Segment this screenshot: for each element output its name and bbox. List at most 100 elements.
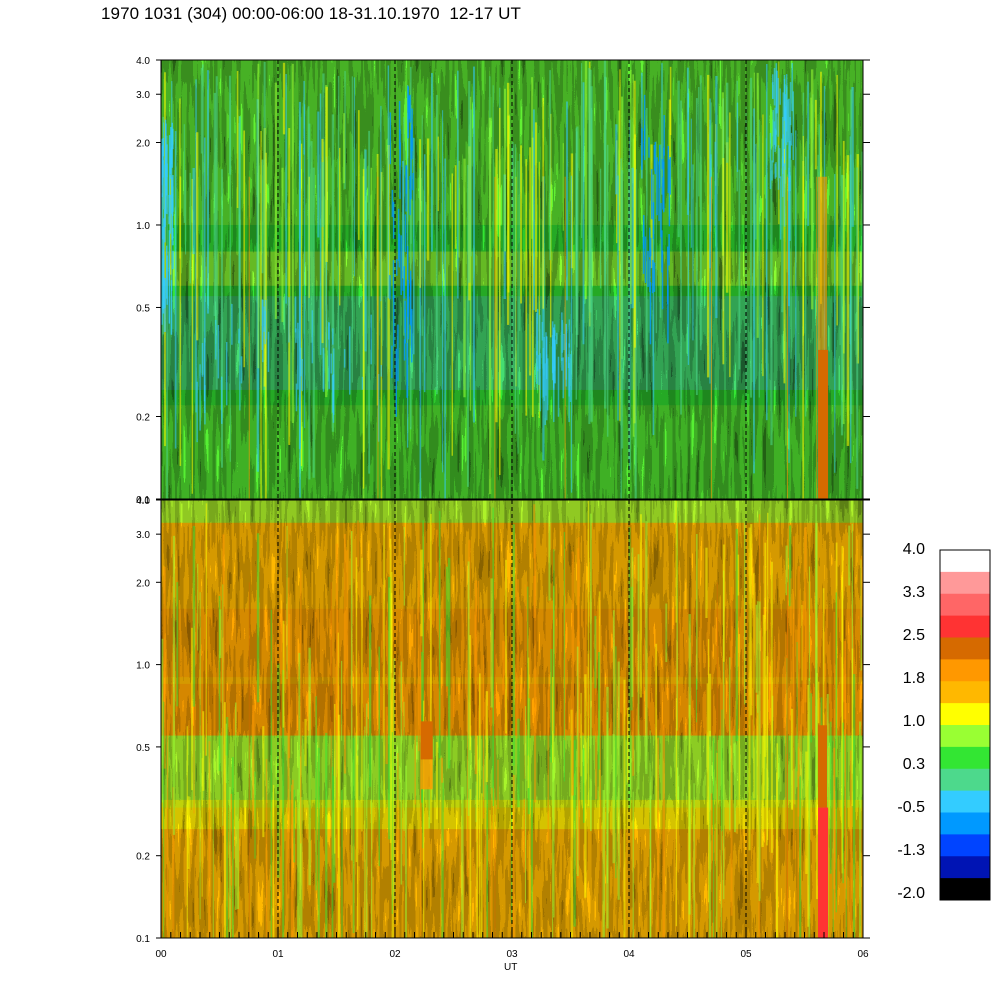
upper-streak xyxy=(781,138,784,313)
upper-streak xyxy=(166,135,168,499)
lower-streak xyxy=(338,714,341,938)
lower-streak xyxy=(486,785,489,938)
upper-streak xyxy=(725,142,729,293)
upper-blue-patch xyxy=(772,110,775,163)
lower-streak xyxy=(710,793,713,835)
lower-streak xyxy=(304,718,307,767)
upper-streak xyxy=(630,69,632,305)
y-tick-label: 3.0 xyxy=(136,530,150,541)
upper-streak xyxy=(584,61,588,300)
upper-blue-patch xyxy=(196,381,198,443)
lower-streak xyxy=(441,782,444,938)
upper-blue-patch xyxy=(569,354,572,402)
upper-blue-patch xyxy=(231,304,233,345)
upper-streak xyxy=(164,72,166,447)
lower-streak xyxy=(447,557,451,769)
upper-streak xyxy=(281,167,284,323)
lower-streak xyxy=(639,514,642,698)
lower-streak xyxy=(282,620,285,728)
upper-streak xyxy=(337,75,340,350)
lower-streak xyxy=(390,571,393,861)
upper-streak xyxy=(321,138,324,344)
upper-streak xyxy=(409,66,412,430)
upper-streak xyxy=(680,100,682,415)
upper-streak xyxy=(191,178,193,494)
lower-streak xyxy=(286,525,288,679)
upper-streak xyxy=(192,167,195,255)
upper-streak xyxy=(291,63,294,424)
upper-blue-patch xyxy=(407,279,410,340)
upper-blue-patch xyxy=(301,358,303,392)
lower-streak xyxy=(735,528,738,742)
lower-streak xyxy=(482,655,485,819)
upper-orange-line xyxy=(564,176,566,499)
upper-blue-patch xyxy=(663,147,665,192)
lower-streak xyxy=(163,701,165,938)
upper-blue-patch xyxy=(553,327,555,388)
colorbar-swatch xyxy=(940,615,990,638)
upper-streak xyxy=(457,70,459,299)
lower-streak xyxy=(550,649,553,763)
lower-streak xyxy=(552,730,554,938)
lower-streak xyxy=(230,793,233,886)
upper-blue-patch xyxy=(393,294,395,347)
lower-streak xyxy=(665,603,668,663)
upper-blue-patch xyxy=(164,164,166,228)
lower-streak xyxy=(552,677,554,763)
upper-blue-patch xyxy=(392,201,395,239)
lower-streak xyxy=(523,798,526,873)
lower-streak xyxy=(790,708,794,810)
upper-streak xyxy=(706,74,710,378)
lower-streak xyxy=(491,788,493,938)
colorbar-swatch xyxy=(940,834,990,857)
upper-blue-patch xyxy=(668,234,670,266)
x-tick-label: 02 xyxy=(389,949,401,960)
upper-streak xyxy=(588,67,591,424)
upper-streak xyxy=(517,160,519,454)
upper-blue-patch xyxy=(782,134,785,167)
upper-blue-patch xyxy=(788,171,791,183)
upper-streak xyxy=(851,87,854,227)
upper-blue-patch xyxy=(661,159,664,170)
lower-streak xyxy=(730,586,733,916)
upper-blue-patch xyxy=(773,67,776,106)
lower-streak xyxy=(378,646,381,867)
upper-blue-patch xyxy=(538,314,541,369)
upper-bright-feature xyxy=(818,176,828,350)
upper-blue-patch xyxy=(777,78,779,137)
upper-blue-patch xyxy=(771,160,773,181)
upper-streak xyxy=(842,175,845,425)
upper-blue-patch xyxy=(330,353,332,374)
upper-blue-patch xyxy=(267,331,270,372)
upper-streak xyxy=(529,147,532,376)
upper-blue-patch xyxy=(332,328,334,345)
upper-streak xyxy=(566,101,568,301)
lower-streak xyxy=(420,549,423,637)
upper-streak xyxy=(725,82,729,163)
upper-streak xyxy=(520,145,523,304)
upper-blue-patch xyxy=(162,226,164,240)
lower-streak xyxy=(799,776,802,938)
lower-streak xyxy=(738,634,741,824)
lower-streak xyxy=(371,748,373,938)
upper-streak xyxy=(426,138,430,261)
lower-streak xyxy=(815,523,818,798)
colorbar-swatch xyxy=(940,681,990,704)
upper-blue-patch xyxy=(561,357,563,371)
upper-blue-patch xyxy=(399,142,401,166)
upper-streak xyxy=(692,164,694,341)
lower-streak xyxy=(598,652,601,770)
lower-streak xyxy=(706,683,709,825)
upper-streak xyxy=(652,174,655,436)
upper-blue-patch xyxy=(166,144,168,215)
upper-streak xyxy=(661,63,663,195)
upper-streak xyxy=(303,80,305,155)
colorbar-swatch xyxy=(940,550,990,573)
lower-streak xyxy=(300,797,303,938)
upper-streak xyxy=(412,137,415,355)
upper-blue-patch xyxy=(789,175,791,192)
upper-blue-patch xyxy=(400,235,402,296)
upper-blue-patch xyxy=(161,138,163,186)
lower-streak xyxy=(317,747,320,938)
lower-streak xyxy=(737,554,740,596)
